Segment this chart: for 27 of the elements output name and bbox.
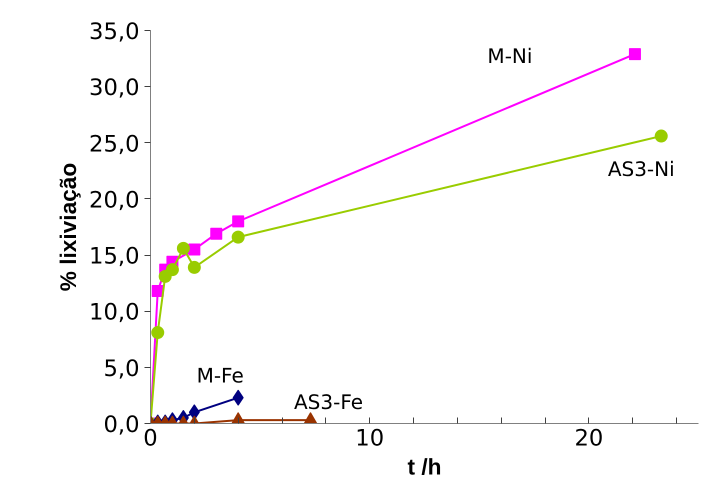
x-axis-title: t /h [408,454,442,480]
y-tick-label: 20,0 [89,187,140,214]
point [152,285,164,298]
y-tick-label: 35,0 [89,19,140,45]
point [151,326,164,340]
series-label: M-Fe [196,364,244,388]
point [654,130,668,143]
y-tick-label: 5,0 [103,356,140,382]
series-label: M-Ni [487,44,532,68]
point [232,230,245,244]
y-tick-label: 10,0 [89,300,140,326]
series-label: AS3-Fe [294,390,364,414]
y-tick-label: 30,0 [89,75,140,102]
y-tick-label: 0,0 [103,412,140,438]
x-tick-label: 20 [574,426,604,452]
x-tick-label: 10 [355,426,384,452]
point [232,215,244,228]
point [188,243,200,256]
y-axis-title: % lixiviação [55,162,82,292]
point [176,242,190,255]
point [210,228,222,240]
y-tick-label: 15,0 [89,244,140,270]
series-label: AS3-Ni [608,157,675,182]
x-tick-label: 0 [143,426,158,452]
point [166,263,179,276]
y-tick-label: 25,0 [89,131,140,158]
point [188,260,201,274]
